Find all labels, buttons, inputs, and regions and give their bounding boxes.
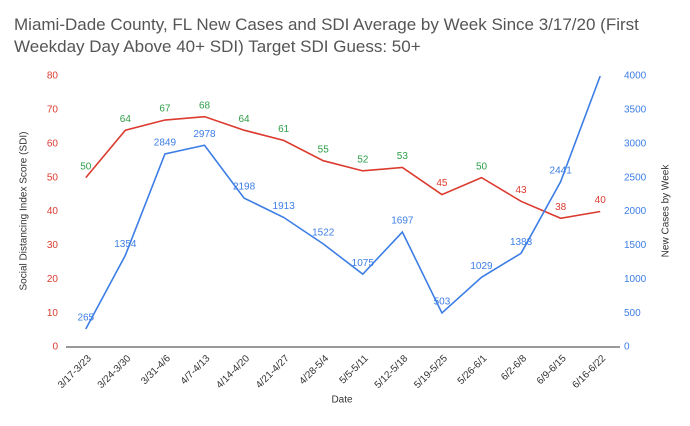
x-tick-label: 6/16-6/22 xyxy=(571,353,609,391)
x-tick-label: 5/19-5/25 xyxy=(412,353,450,391)
data-label: 1913 xyxy=(273,201,296,212)
data-label: 1354 xyxy=(114,239,137,250)
data-label: 68 xyxy=(199,100,211,111)
x-tick-label: 4/14-4/20 xyxy=(214,353,252,391)
chart-title: Miami-Dade County, FL New Cases and SDI … xyxy=(14,15,639,56)
data-label: 64 xyxy=(120,114,132,125)
plot-area: 50 64 67 68 64 61 55 52 53 45 50 43 38 40 265 1354 2849 2… xyxy=(77,60,612,330)
y2-tick-label: 3500 xyxy=(624,105,647,116)
data-label: 53 xyxy=(397,151,409,162)
data-label: 2978 xyxy=(193,129,216,140)
series-line xyxy=(85,76,601,330)
y2-tick-label: 1000 xyxy=(624,274,647,285)
y2-tick-label: 2500 xyxy=(624,172,647,183)
y2-tick-label: 1500 xyxy=(624,240,647,251)
y-tick-label: 0 xyxy=(52,342,58,353)
data-label: 55 xyxy=(318,144,330,155)
data-label: 2198 xyxy=(233,182,256,193)
data-label: 2849 xyxy=(154,138,177,149)
x-tick-label: 4/7-4/13 xyxy=(179,353,213,387)
data-label: 45 xyxy=(436,178,448,189)
x-tick-label: 6/9-6/15 xyxy=(535,353,569,387)
y-tick-label: 60 xyxy=(47,138,59,149)
x-tick-label: 5/12-5/18 xyxy=(373,353,411,391)
series-line xyxy=(85,115,601,220)
y2-tick-label: 500 xyxy=(624,308,641,319)
y-tick-label: 10 xyxy=(47,308,59,319)
data-label: 43 xyxy=(516,185,528,196)
y2-tick-label: 4000 xyxy=(624,71,647,82)
data-label: 1697 xyxy=(391,216,414,227)
y2-tick-label: 3000 xyxy=(624,138,647,149)
data-label: 50 xyxy=(476,161,488,172)
y2-tick-label: 0 xyxy=(624,342,630,353)
y2-axis-title: New Cases by Week xyxy=(661,164,672,258)
data-label: 2441 xyxy=(550,165,573,176)
y-axis-title: Social Distancing Index Score (SDI) xyxy=(19,132,30,291)
data-label: 67 xyxy=(159,104,171,115)
y-tick-label: 50 xyxy=(47,172,59,183)
data-label: 50 xyxy=(80,161,92,172)
y-tick-label: 40 xyxy=(47,206,59,217)
y-tick-label: 20 xyxy=(47,274,59,285)
x-tick-label: 5/5-5/11 xyxy=(338,353,372,387)
x-tick-label: 3/31-4/6 xyxy=(139,353,173,387)
data-label: 1522 xyxy=(312,228,335,239)
x-tick-label: 4/28-5/4 xyxy=(297,353,331,387)
x-axis-title: Date xyxy=(331,395,353,406)
data-label: 61 xyxy=(278,124,290,135)
x-tick-label: 6/2-6/8 xyxy=(499,353,529,383)
data-label: 4000 xyxy=(589,60,612,71)
y-tick-label: 30 xyxy=(47,240,59,251)
y-tick-label: 80 xyxy=(47,71,59,82)
data-label: 64 xyxy=(239,114,251,125)
data-label: 265 xyxy=(77,313,94,324)
x-tick-label: 3/17-3/23 xyxy=(56,353,94,391)
data-label: 503 xyxy=(434,297,451,308)
data-label: 1075 xyxy=(352,258,375,269)
y2-tick-label: 2000 xyxy=(624,206,647,217)
data-label: 40 xyxy=(595,195,607,206)
y-tick-label: 70 xyxy=(47,105,59,116)
data-label: 1029 xyxy=(470,261,493,272)
x-tick-label: 3/24-3/30 xyxy=(96,353,134,391)
data-label: 1383 xyxy=(510,237,533,248)
data-label: 52 xyxy=(357,154,369,165)
data-label: 38 xyxy=(555,202,567,213)
x-tick-label: 5/26-6/1 xyxy=(456,353,490,387)
x-tick-label: 4/21-4/27 xyxy=(254,353,292,391)
